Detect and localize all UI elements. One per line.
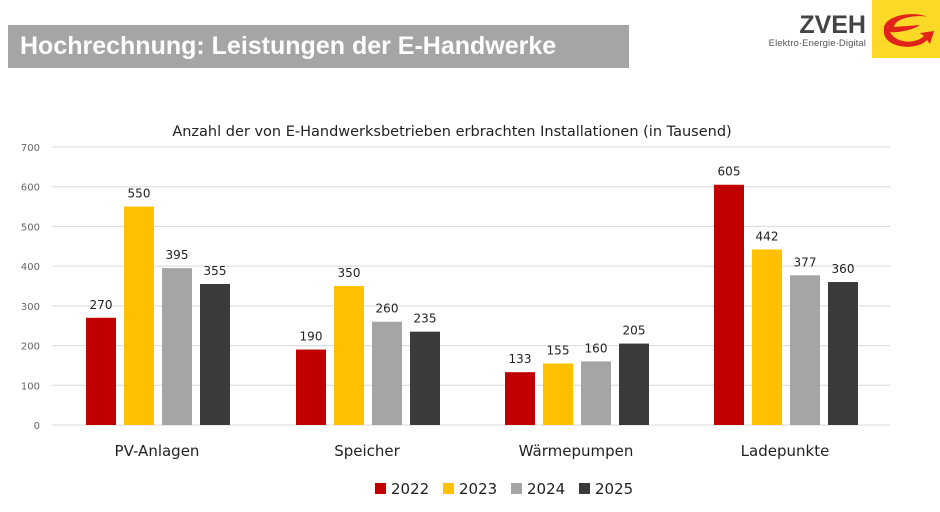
data-label: 133 — [509, 352, 532, 366]
y-tick-label: 700 — [21, 143, 40, 154]
legend-swatch-2025 — [579, 483, 590, 494]
bar-2025 — [200, 284, 230, 425]
data-label: 190 — [300, 330, 323, 344]
bar-2023 — [124, 206, 154, 425]
legend-swatch-2022 — [375, 483, 386, 494]
data-label: 550 — [128, 187, 151, 201]
data-label: 395 — [166, 248, 189, 262]
data-label: 350 — [338, 266, 361, 280]
category-label: PV-Anlagen — [115, 442, 200, 460]
legend-label: 2023 — [459, 480, 497, 498]
chart-title: Anzahl der von E-Handwerksbetrieben erbr… — [172, 124, 731, 140]
bar-2022 — [505, 372, 535, 425]
legend-swatch-2023 — [443, 483, 454, 494]
data-label: 442 — [756, 229, 779, 243]
y-tick-label: 200 — [21, 342, 40, 353]
data-label: 160 — [585, 341, 608, 355]
y-tick-label: 500 — [21, 222, 40, 233]
y-tick-label: 100 — [21, 381, 40, 392]
legend-swatch-2024 — [511, 483, 522, 494]
data-label: 360 — [832, 262, 855, 276]
legend-label: 2022 — [391, 480, 429, 498]
category-label: Ladepunkte — [741, 442, 830, 460]
data-label: 260 — [376, 302, 399, 316]
bar-2024 — [581, 361, 611, 425]
y-tick-label: 300 — [21, 302, 40, 313]
bar-2023 — [334, 286, 364, 425]
bar-2024 — [162, 268, 192, 425]
y-tick-label: 600 — [21, 183, 40, 194]
data-label: 235 — [414, 312, 437, 326]
data-label: 155 — [547, 343, 570, 357]
data-label: 377 — [794, 255, 817, 269]
bar-2025 — [828, 282, 858, 425]
legend-label: 2025 — [595, 480, 633, 498]
bar-2025 — [410, 331, 440, 425]
data-label: 205 — [623, 324, 646, 338]
bar-2023 — [752, 249, 782, 425]
bar-2022 — [714, 184, 744, 425]
category-label: Wärmepumpen — [519, 442, 634, 460]
bar-2024 — [372, 321, 402, 425]
bar-2025 — [619, 343, 649, 425]
legend-label: 2024 — [527, 480, 565, 498]
bar-2024 — [790, 275, 820, 425]
title-bar: Hochrechnung: Leistungen der E-Handwerke — [8, 25, 629, 68]
y-tick-label: 0 — [34, 421, 40, 432]
page-title: Hochrechnung: Leistungen der E-Handwerke — [20, 32, 557, 60]
logo-tagline: Elektro·Energie·Digital — [768, 38, 866, 49]
bar-2022 — [86, 317, 116, 425]
data-label: 605 — [718, 165, 741, 179]
logo-text: ZVEH Elektro·Energie·Digital — [758, 12, 866, 49]
category-label: Speicher — [334, 442, 400, 460]
zveh-logo-icon — [872, 0, 940, 58]
bar-2022 — [296, 349, 326, 425]
logo-name: ZVEH — [799, 11, 866, 39]
bar-2023 — [543, 363, 573, 425]
data-label: 270 — [90, 298, 113, 312]
y-tick-label: 400 — [21, 262, 40, 273]
data-label: 355 — [204, 264, 227, 278]
